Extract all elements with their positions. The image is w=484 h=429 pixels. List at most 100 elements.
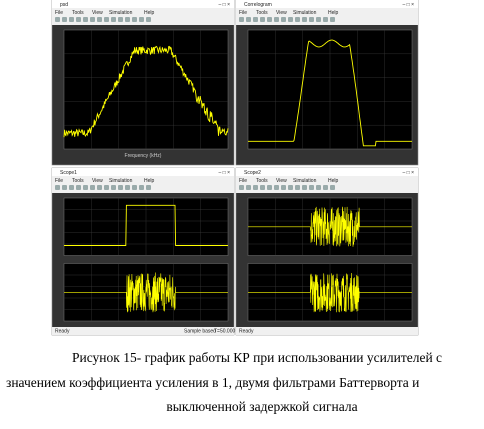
toolbar-icon (246, 185, 251, 190)
menu-item[interactable]: File (239, 10, 247, 16)
menu-item[interactable]: Simulation (293, 10, 317, 16)
toolbar-icon (274, 17, 279, 22)
signal-trace (63, 45, 229, 138)
toolbar-icon (83, 17, 88, 22)
toolbar-icon (267, 17, 272, 22)
toolbar-icon (118, 185, 123, 190)
window-title: psd (60, 2, 68, 8)
signal-trace (64, 204, 228, 246)
title-bar (52, 0, 234, 8)
toolbar-icon (288, 17, 293, 22)
toolbar-icon (146, 17, 151, 22)
signal-trace (64, 272, 228, 313)
toolbar-icon (302, 185, 307, 190)
toolbar-icon (260, 17, 265, 22)
toolbar-icon (125, 17, 130, 22)
toolbar-icon (239, 185, 244, 190)
menu-item[interactable]: Help (144, 10, 155, 16)
toolbar-icon (104, 17, 109, 22)
toolbar-icon (281, 185, 286, 190)
caption-line: выключенной задержкой сигнала (166, 399, 357, 414)
toolbar-icon (295, 17, 300, 22)
toolbar-icon (62, 185, 67, 190)
title-bar (236, 0, 418, 8)
toolbar-icon (253, 17, 258, 22)
toolbar-icon (316, 185, 321, 190)
toolbar-icon (139, 17, 144, 22)
toolbar-icon (55, 17, 60, 22)
menu-item[interactable]: File (55, 10, 63, 16)
toolbar-icon (330, 185, 335, 190)
menu-item[interactable]: File (55, 178, 63, 184)
menu-item[interactable]: File (239, 178, 247, 184)
toolbar-icon (76, 185, 81, 190)
toolbar-icon (323, 185, 328, 190)
toolbar-icon (288, 185, 293, 190)
signal-trace (248, 272, 412, 313)
window-title: Scope1 (60, 170, 77, 176)
menu-item[interactable]: View (276, 178, 287, 184)
toolbar-icon (69, 185, 74, 190)
menu-item[interactable]: Tools (256, 10, 268, 16)
window-controls: – □ × (219, 2, 231, 8)
signal-trace (248, 206, 412, 247)
window-controls: – □ × (403, 2, 415, 8)
toolbar-icon (330, 17, 335, 22)
menu-item[interactable]: Help (328, 178, 339, 184)
signal-trace (248, 39, 412, 147)
toolbar-icon (267, 185, 272, 190)
toolbar-icon (246, 17, 251, 22)
title-bar (52, 168, 234, 176)
status-text: Sample based (184, 329, 216, 335)
toolbar-icon (309, 17, 314, 22)
menu-item[interactable]: View (276, 10, 287, 16)
toolbar-icon (90, 185, 95, 190)
toolbar-icon (90, 17, 95, 22)
window-controls: – □ × (403, 170, 415, 176)
window-title: Correlogram (244, 2, 272, 8)
toolbar-icon (125, 185, 130, 190)
toolbar-icon (104, 185, 109, 190)
menu-item[interactable]: Help (328, 10, 339, 16)
toolbar-icon (132, 185, 137, 190)
title-bar (236, 168, 418, 176)
status-bar (236, 327, 418, 335)
toolbar-icon (55, 185, 60, 190)
toolbar-icon (139, 185, 144, 190)
status-text: T=50.000 (214, 329, 235, 335)
menu-item[interactable]: Simulation (293, 178, 317, 184)
toolbar-icon (62, 17, 67, 22)
x-axis-label: Frequency (kHz) (125, 153, 162, 159)
toolbar-icon (83, 185, 88, 190)
toolbar-icon (323, 17, 328, 22)
toolbar-icon (97, 185, 102, 190)
toolbar-icon (118, 17, 123, 22)
toolbar-icon (274, 185, 279, 190)
toolbar-icon (309, 185, 314, 190)
toolbar-icon (69, 17, 74, 22)
menu-item[interactable]: Simulation (109, 10, 133, 16)
toolbar-icon (302, 17, 307, 22)
menu-item[interactable]: View (92, 10, 103, 16)
status-text: Ready (55, 329, 70, 335)
menu-item[interactable]: Tools (256, 178, 268, 184)
caption-line: значением коэффициента усиления в 1, дву… (6, 375, 419, 390)
menu-item[interactable]: View (92, 178, 103, 184)
menu-item[interactable]: Simulation (109, 178, 133, 184)
menu-item[interactable]: Help (144, 178, 155, 184)
status-bar (52, 327, 234, 335)
status-text: Ready (239, 329, 254, 335)
toolbar-icon (146, 185, 151, 190)
window-controls: – □ × (219, 170, 231, 176)
window-title: Scope2 (244, 170, 261, 176)
toolbar-icon (253, 185, 258, 190)
toolbar-icon (260, 185, 265, 190)
toolbar-icon (316, 17, 321, 22)
toolbar-icon (76, 17, 81, 22)
toolbar-icon (97, 17, 102, 22)
caption-line: Рисунок 15- график работы КР при использ… (72, 350, 442, 365)
toolbar-icon (281, 17, 286, 22)
toolbar-icon (295, 185, 300, 190)
menu-item[interactable]: Tools (72, 10, 84, 16)
menu-item[interactable]: Tools (72, 178, 84, 184)
